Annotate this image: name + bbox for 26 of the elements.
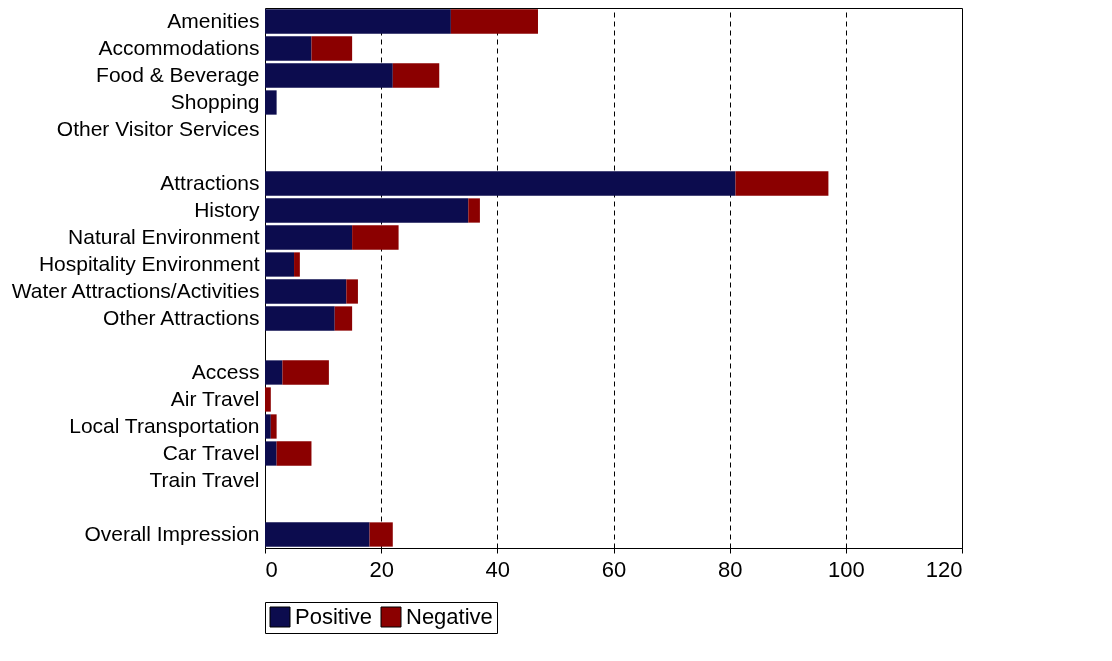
y-tick-label: Accommodations: [98, 35, 260, 59]
x-tick-label: 80: [717, 556, 743, 582]
x-tick-label: 40: [485, 556, 511, 582]
legend-label: Positive: [295, 604, 373, 629]
x-tick-label: 0: [265, 556, 278, 582]
x-tick-label: 60: [601, 556, 627, 582]
y-tick-label: History: [194, 197, 260, 221]
y-tick-label: Attractions: [160, 170, 260, 194]
x-tick-label: 100: [827, 556, 865, 582]
legend-label: Negative: [406, 604, 493, 629]
y-tick-label: Air Travel: [170, 386, 260, 410]
y-tick-label: Car Travel: [162, 440, 260, 464]
y-tick-label: Shopping: [170, 89, 260, 113]
y-tick-label: Other Attractions: [103, 305, 260, 329]
y-tick-label: Water Attractions/Activities: [11, 278, 260, 302]
x-tick-label: 20: [369, 556, 394, 582]
y-tick-label: Natural Environment: [68, 224, 260, 248]
y-tick-label: Amenities: [167, 8, 260, 32]
y-tick-label: Overall Impression: [84, 521, 260, 545]
y-tick-label: Local Transportation: [69, 413, 260, 437]
y-tick-label: Hospitality Environment: [38, 251, 260, 275]
y-tick-label: Other Visitor Services: [56, 116, 260, 140]
y-tick-label: Access: [191, 359, 260, 383]
y-tick-label: Train Travel: [149, 467, 260, 491]
x-tick-label: 120: [925, 556, 963, 582]
y-tick-label: Food & Beverage: [96, 62, 260, 86]
